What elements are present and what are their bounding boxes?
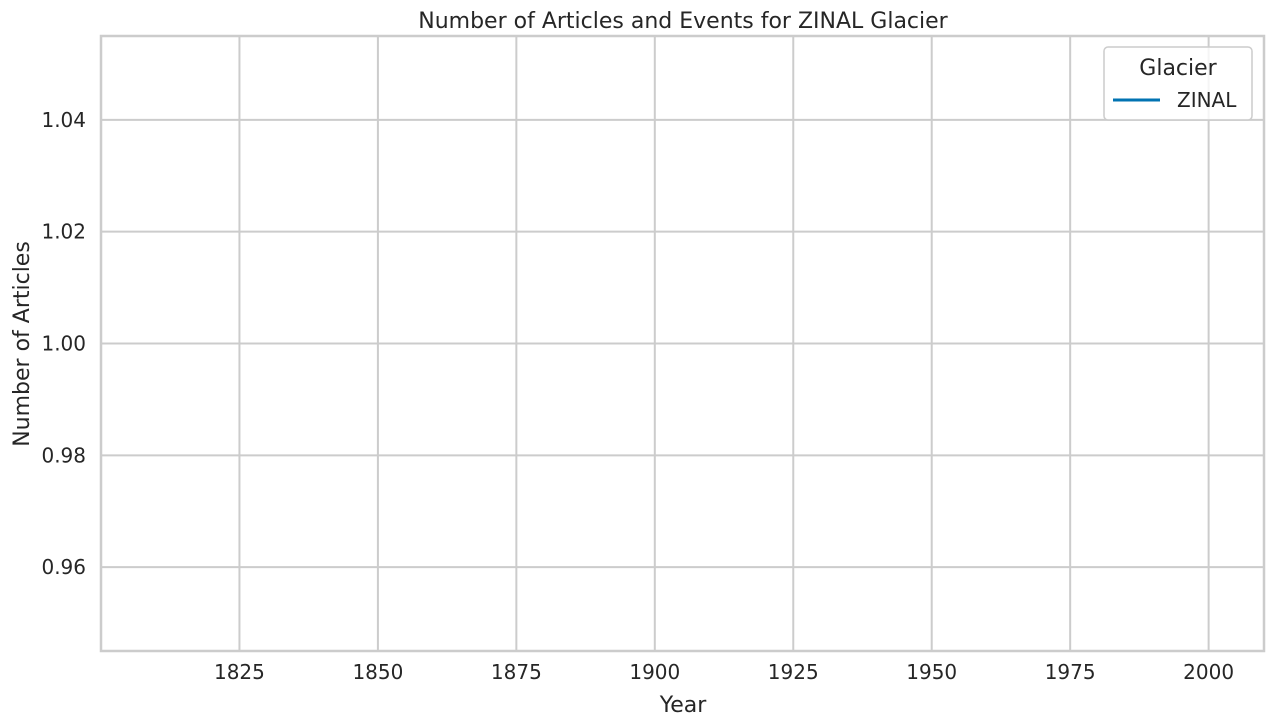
x-tick-label: 1900 <box>629 660 680 684</box>
y-axis-label: Number of Articles <box>10 241 35 447</box>
x-tick-label: 2000 <box>1183 660 1234 684</box>
y-tick-labels: 0.96 0.98 1.00 1.02 1.04 <box>41 108 86 579</box>
legend-title: Glacier <box>1139 56 1217 81</box>
y-tick-label: 1.04 <box>41 108 86 132</box>
x-tick-label: 1925 <box>768 660 819 684</box>
legend: Glacier ZINAL <box>1103 46 1253 121</box>
x-axis-label: Year <box>659 693 708 718</box>
x-tick-label: 1825 <box>214 660 265 684</box>
y-tick-label: 0.98 <box>41 443 86 467</box>
x-tick-label: 1875 <box>491 660 542 684</box>
y-tick-label: 1.02 <box>41 220 86 244</box>
legend-label-zinal: ZINAL <box>1177 88 1237 112</box>
y-tick-label: 0.96 <box>41 555 86 579</box>
legend-box <box>1103 46 1253 121</box>
grid <box>101 36 1264 651</box>
x-tick-label: 1850 <box>352 660 403 684</box>
y-tick-label: 1.00 <box>41 332 86 356</box>
chart-title: Number of Articles and Events for ZINAL … <box>418 9 948 34</box>
x-tick-label: 1950 <box>906 660 957 684</box>
x-tick-label: 1975 <box>1045 660 1096 684</box>
x-tick-labels: 1825 1850 1875 1900 1925 1950 1975 2000 <box>214 660 1234 684</box>
plot-frame <box>99 34 1266 653</box>
